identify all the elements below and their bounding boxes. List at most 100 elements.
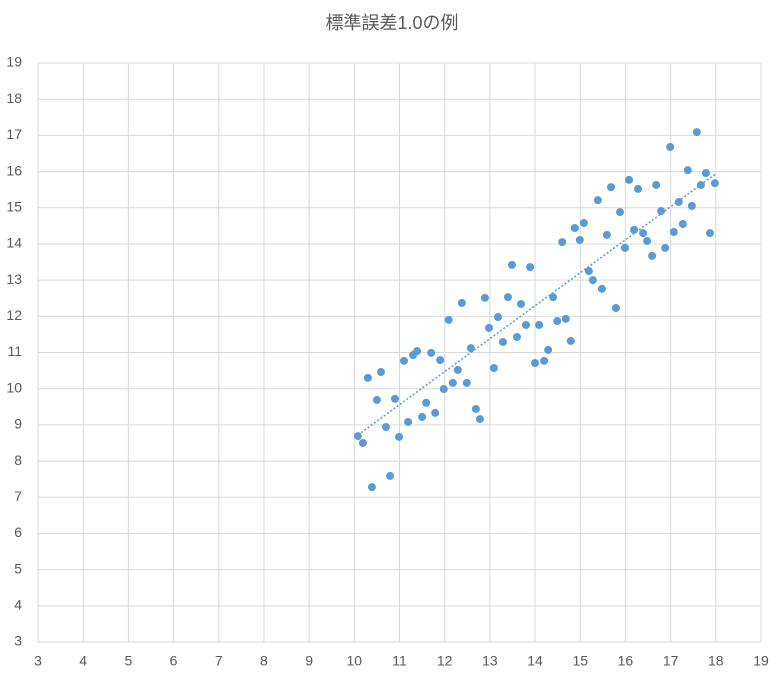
point bbox=[620, 243, 629, 252]
point bbox=[683, 166, 692, 175]
point bbox=[652, 180, 661, 189]
point bbox=[634, 184, 643, 193]
y-tick-label: 16 bbox=[6, 162, 22, 178]
point bbox=[540, 356, 549, 365]
point bbox=[549, 293, 558, 302]
point bbox=[404, 417, 413, 426]
point bbox=[444, 315, 453, 324]
point bbox=[566, 336, 575, 345]
y-tick-label: 5 bbox=[14, 560, 22, 576]
point bbox=[466, 344, 475, 353]
point bbox=[570, 224, 579, 233]
x-tick-label: 7 bbox=[215, 653, 223, 669]
x-tick-label: 8 bbox=[260, 653, 268, 669]
x-tick-label: 6 bbox=[170, 653, 178, 669]
point bbox=[376, 368, 385, 377]
y-tick-label: 12 bbox=[6, 307, 22, 323]
point bbox=[353, 432, 362, 441]
x-tick-label: 15 bbox=[572, 653, 588, 669]
point bbox=[508, 260, 517, 269]
y-tick-label: 19 bbox=[6, 54, 22, 70]
x-tick-label: 14 bbox=[527, 653, 543, 669]
y-tick-label: 10 bbox=[6, 379, 22, 395]
point bbox=[418, 412, 427, 421]
point bbox=[630, 225, 639, 234]
point bbox=[687, 201, 696, 210]
y-tick-label: 7 bbox=[14, 488, 22, 504]
point bbox=[666, 142, 675, 151]
point bbox=[494, 313, 503, 322]
point bbox=[517, 300, 526, 309]
point bbox=[489, 364, 498, 373]
point bbox=[400, 356, 409, 365]
point bbox=[427, 348, 436, 357]
point bbox=[643, 237, 652, 246]
point bbox=[395, 432, 404, 441]
point bbox=[696, 180, 705, 189]
x-tick-label: 19 bbox=[753, 653, 769, 669]
x-tick-label: 9 bbox=[305, 653, 313, 669]
x-tick-label: 5 bbox=[124, 653, 132, 669]
trendline bbox=[357, 173, 716, 436]
point bbox=[669, 227, 678, 236]
point bbox=[561, 314, 570, 323]
point bbox=[480, 293, 489, 302]
x-tick-label: 16 bbox=[618, 653, 634, 669]
point bbox=[448, 378, 457, 387]
point bbox=[358, 438, 367, 447]
point bbox=[422, 398, 431, 407]
x-tick-label: 11 bbox=[392, 653, 407, 669]
y-tick-label: 13 bbox=[6, 271, 22, 287]
point bbox=[439, 385, 448, 394]
point bbox=[544, 345, 553, 354]
point bbox=[413, 347, 422, 356]
point bbox=[611, 303, 620, 312]
point bbox=[606, 183, 615, 192]
point bbox=[584, 267, 593, 276]
point bbox=[498, 338, 507, 347]
point bbox=[526, 263, 535, 272]
y-tick-label: 11 bbox=[7, 343, 22, 359]
point bbox=[616, 208, 625, 217]
y-tick-label: 8 bbox=[14, 452, 22, 468]
x-tick-label: 17 bbox=[663, 653, 679, 669]
point bbox=[386, 471, 395, 480]
point bbox=[522, 320, 531, 329]
point bbox=[661, 243, 670, 252]
y-tick-label: 17 bbox=[6, 126, 22, 142]
chart-title: 標準誤差1.0の例 bbox=[325, 13, 458, 33]
point bbox=[363, 373, 372, 382]
point bbox=[588, 276, 597, 285]
point bbox=[503, 293, 512, 302]
point bbox=[710, 179, 719, 188]
point bbox=[674, 197, 683, 206]
point bbox=[535, 320, 544, 329]
x-tick-label: 10 bbox=[347, 653, 363, 669]
point bbox=[597, 284, 606, 293]
point bbox=[462, 378, 471, 387]
y-tick-label: 4 bbox=[14, 597, 22, 613]
point bbox=[471, 404, 480, 413]
point bbox=[431, 408, 440, 417]
x-tick-label: 12 bbox=[437, 653, 453, 669]
x-tick-label: 3 bbox=[34, 653, 42, 669]
point bbox=[678, 220, 687, 229]
x-tick-label: 4 bbox=[79, 653, 87, 669]
point bbox=[639, 229, 648, 238]
point bbox=[436, 356, 445, 365]
point bbox=[457, 298, 466, 307]
point bbox=[381, 423, 390, 432]
point bbox=[593, 196, 602, 205]
point bbox=[453, 365, 462, 374]
y-tick-label: 15 bbox=[6, 198, 22, 214]
point bbox=[705, 229, 714, 238]
point bbox=[531, 358, 540, 367]
point bbox=[558, 238, 567, 247]
point bbox=[553, 317, 562, 326]
point bbox=[390, 394, 399, 403]
point bbox=[701, 169, 710, 178]
x-tick-label: 13 bbox=[482, 653, 498, 669]
point bbox=[692, 128, 701, 137]
